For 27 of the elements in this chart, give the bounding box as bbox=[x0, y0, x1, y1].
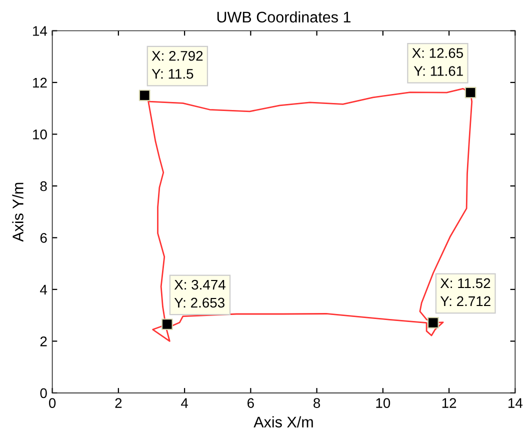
y-tick-label: 10 bbox=[33, 130, 47, 140]
annotation: X: 3.474 Y: 2.653 bbox=[174, 280, 226, 308]
x-tick-label: 12 bbox=[442, 398, 456, 408]
y-tick-label: 0 bbox=[40, 388, 47, 398]
y-tick-label: 6 bbox=[40, 233, 47, 243]
point bbox=[138, 90, 150, 102]
point bbox=[161, 318, 173, 330]
point bbox=[427, 317, 439, 328]
x-tick-label: 6 bbox=[248, 398, 254, 408]
x-tick-label: 2 bbox=[115, 398, 122, 408]
y-tick-label: 14 bbox=[33, 26, 48, 36]
annotation: X: 11.52 Y: 2.712 bbox=[440, 278, 490, 306]
x-axis-title: Axis X/m bbox=[254, 416, 313, 428]
y-tick-label: 2 bbox=[40, 336, 47, 346]
y-axis-title: Axis Y/m bbox=[12, 182, 24, 242]
y-tick-label: 8 bbox=[40, 181, 47, 192]
x-tick-label: 0 bbox=[48, 398, 56, 408]
x-tick-label: 14 bbox=[508, 398, 522, 408]
x-tick-label: 4 bbox=[181, 398, 188, 408]
annotation: X: 2.792 Y: 11.5 bbox=[152, 50, 203, 79]
annotation: X: 12.65 Y: 11.61 bbox=[412, 48, 463, 76]
y-tick-label: 4 bbox=[40, 284, 48, 294]
x-tick-label: 8 bbox=[314, 398, 320, 408]
chart-title: UWB Coordinates 1 bbox=[217, 11, 350, 23]
point bbox=[464, 86, 476, 98]
x-tick-label: 10 bbox=[376, 398, 390, 408]
y-tick-label: 12 bbox=[33, 78, 47, 88]
